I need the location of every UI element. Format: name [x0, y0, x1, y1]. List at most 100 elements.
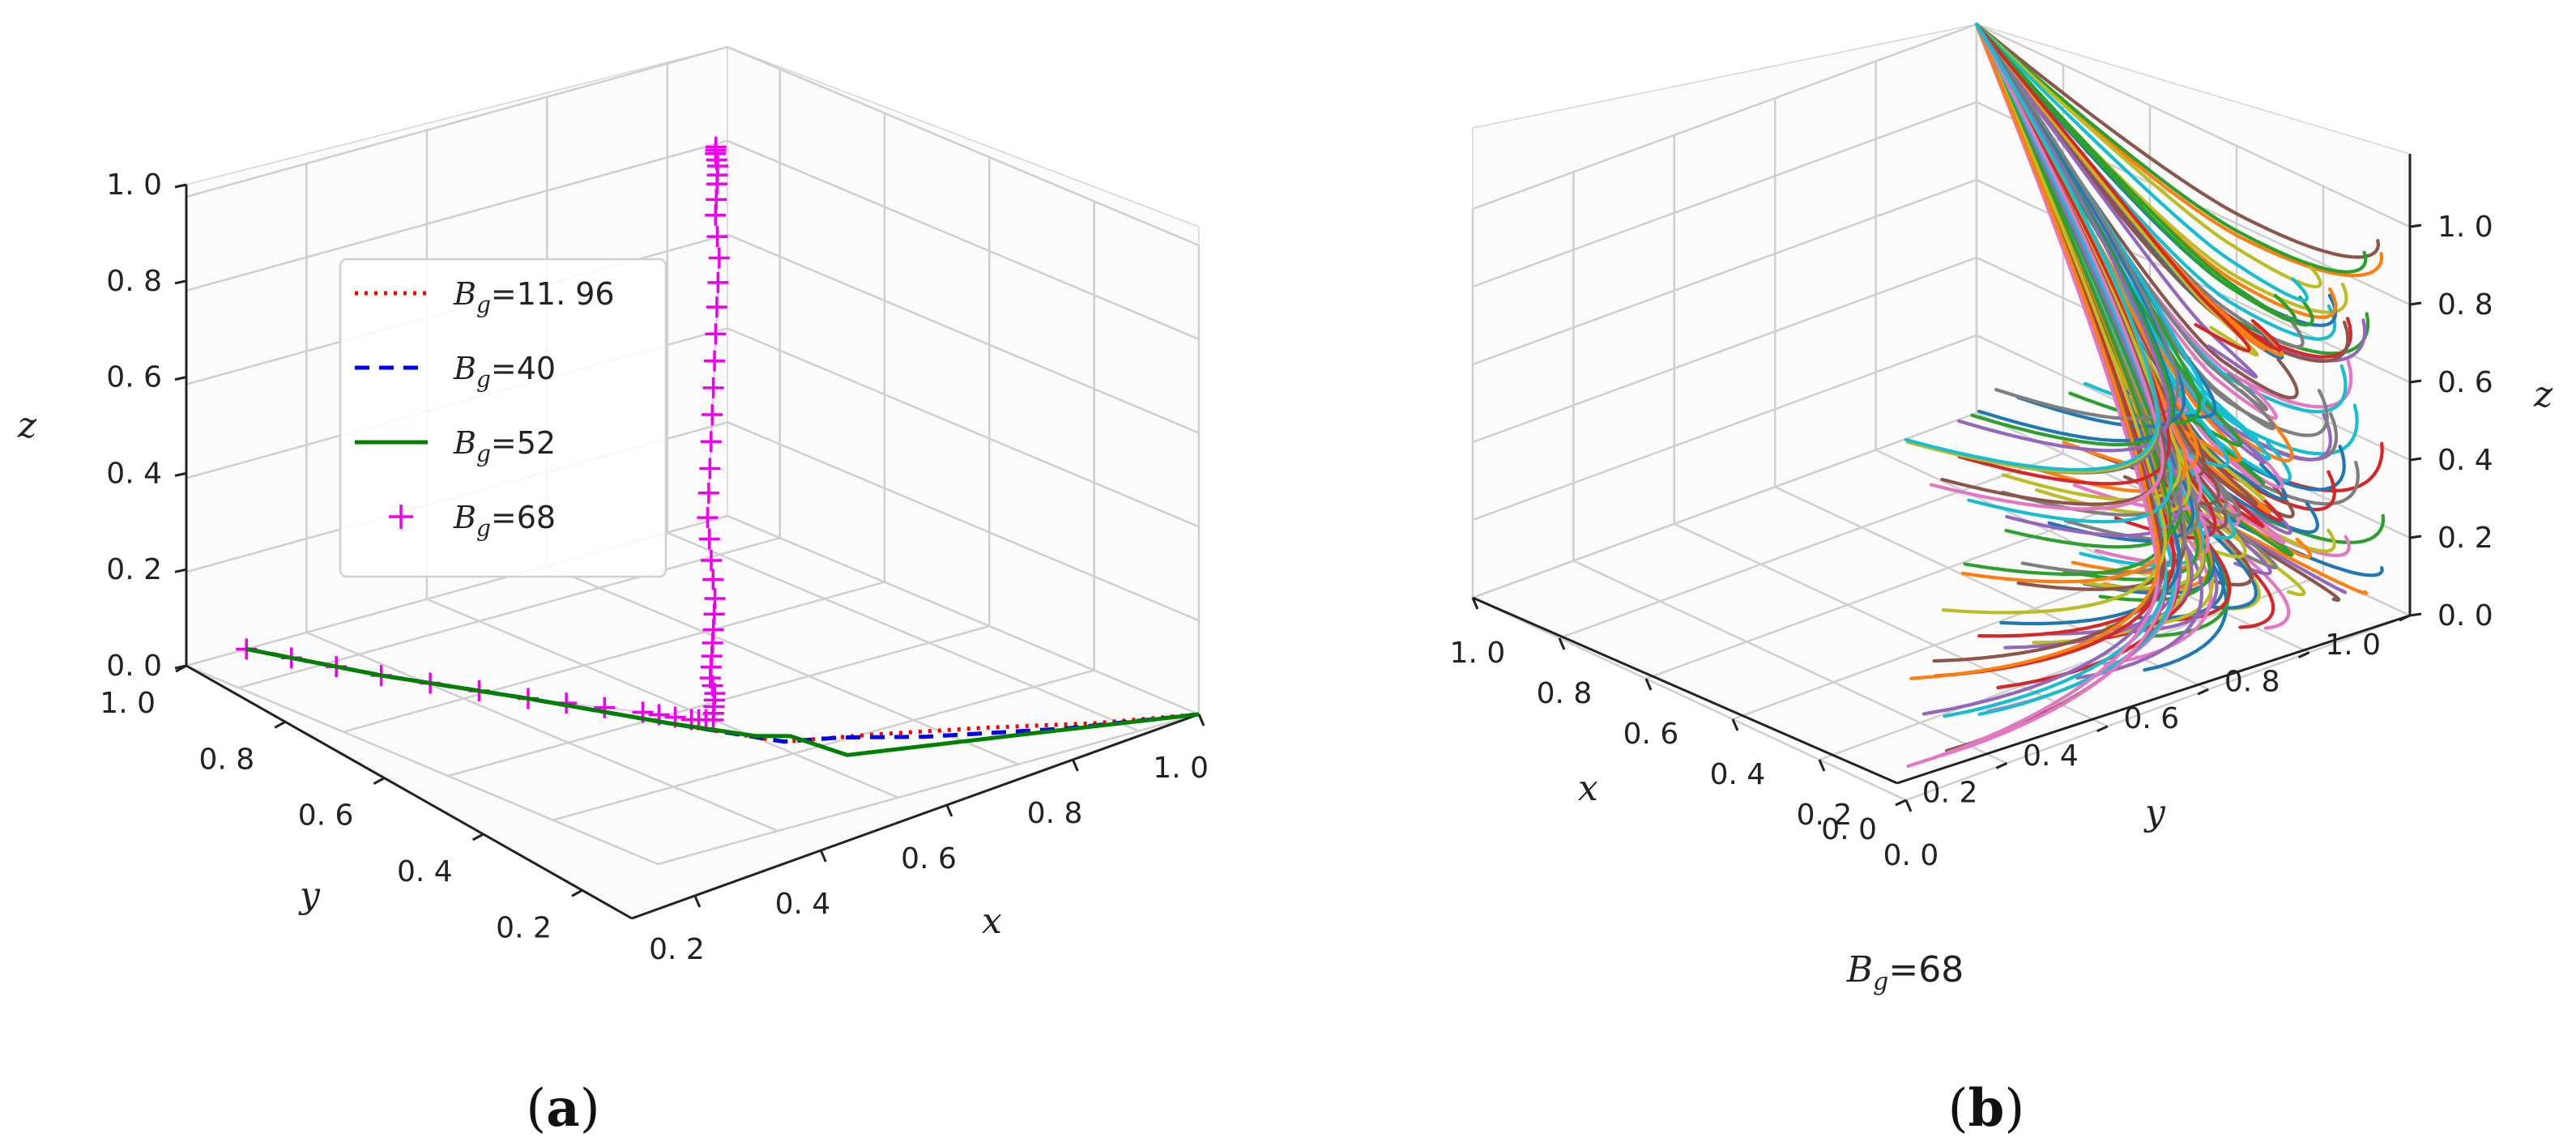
- panel-b-z-tick-label: 0. 2: [2437, 522, 2493, 555]
- panel-b-z-tick-mark: [2409, 457, 2422, 462]
- panel-a-caption: (a): [526, 1078, 599, 1139]
- panel-b-gridline-z: [1472, 178, 2411, 384]
- panel-b-trajectory: [1974, 22, 2180, 421]
- panel-b-y-tick-label: 0. 2: [1797, 799, 1853, 832]
- panel-a-marker-bg68: [702, 377, 724, 398]
- panel-a-y-axis: [186, 664, 633, 920]
- panel-a-marker-bg68: [706, 296, 727, 318]
- panel-a-z-tick-label: 0. 4: [106, 457, 162, 490]
- panel-b-z-tick-mark: [2409, 301, 2422, 306]
- panel-b-trajectory: [1929, 22, 2164, 511]
- panel-a-x-tick-label: 0. 4: [775, 888, 831, 921]
- panel-a-z-tick-mark: [174, 376, 187, 381]
- panel-a-marker-bg68: [706, 226, 728, 248]
- panel-a-x-tick-mark: [693, 895, 702, 908]
- panel-a-xlabel: x: [982, 901, 1002, 942]
- panel-b-y-tick-mark: [1644, 678, 1653, 691]
- panel-b-z-tick-label: 0. 0: [2437, 599, 2493, 633]
- panel-b-y-tick-mark: [1558, 637, 1566, 650]
- panel-b-zlabel: z: [2533, 374, 2553, 415]
- panel-b-trajectory: [1974, 22, 2243, 448]
- panel-b-z-tick-label: 0. 8: [2437, 288, 2493, 322]
- panel-a-marker-bg68: [708, 247, 730, 269]
- panel-b-x-tick-mark: [1895, 799, 1907, 807]
- panel-a-marker-bg68: [697, 482, 719, 504]
- panel-a-z-tick-mark: [174, 183, 187, 189]
- panel-b-z-tick-mark: [2409, 379, 2422, 384]
- panel-b-y-tick-mark: [1731, 718, 1739, 731]
- panel-b-x-tick-label: 0. 4: [2023, 739, 2079, 773]
- panel-a-y-tick-label: 0. 8: [199, 743, 255, 776]
- panel-a-x-tick-label: 1. 0: [1153, 752, 1209, 785]
- panel-a-marker-bg68: [702, 569, 724, 590]
- panel-a-x-axis: [631, 713, 1200, 920]
- panel-b-xlabel: x: [1578, 768, 1598, 809]
- panel-b-trajectory: [1974, 22, 2259, 357]
- panel-a-y-tick-label: 0. 4: [397, 855, 453, 888]
- panel-a-legend-label: Bg=40: [453, 351, 556, 393]
- panel-a-gridline-z: [186, 139, 1200, 340]
- panel-b-trajectory: [1909, 22, 2160, 680]
- panel-b-y-tick-label: 0. 4: [1710, 758, 1766, 791]
- panel-b-z-tick-mark: [2409, 612, 2422, 617]
- panel-a-series-line-bg52: [245, 646, 1200, 757]
- panel-b-trajectory: [1904, 22, 2160, 472]
- panel-a-series-line-bg40: [245, 646, 1200, 744]
- panel-a-marker-bg68: [699, 458, 721, 479]
- panel-a-ylabel: y: [298, 875, 321, 916]
- panel-a-marker-bg68: [697, 507, 719, 529]
- panel-b-z-tick-label: 0. 6: [2437, 366, 2493, 399]
- panel-a-legend-sample-bg68: [389, 505, 413, 529]
- panel-a-gridline-z: [186, 514, 1200, 716]
- panel-b-trajectory: [1957, 22, 2171, 453]
- panel-b-x-tick-label: 0. 0: [1821, 813, 1877, 846]
- panel-b-x-tick-label: 0. 8: [2224, 666, 2280, 699]
- panel-a-y-tick-label: 1. 0: [100, 687, 156, 720]
- panel-b-y-tick-mark: [1818, 759, 1826, 772]
- panel-b-x-tick-mark: [1995, 762, 2008, 769]
- panel-a-y-tick-mark: [471, 833, 484, 841]
- panel-a-z-tick-mark: [174, 279, 187, 285]
- panel-b-trajectory: [1967, 22, 2173, 524]
- panel-a-x-tick-mark: [1072, 759, 1079, 772]
- panel-a-x-tick-label: 0. 8: [1027, 797, 1083, 830]
- panel-b-trajectory: [1974, 22, 2251, 353]
- panel-a-marker-bg68: [707, 271, 729, 293]
- panel-b-y-tick-label: 1. 0: [1450, 637, 1506, 670]
- panel-a-legend: Bg=11. 96 Bg=40 Bg=52 Bg=68: [339, 258, 667, 578]
- panel-b-y-tick-mark: [1471, 597, 1479, 610]
- panel-b-trajectory: [1974, 22, 2176, 638]
- panel-b-trajectory: [1974, 22, 2258, 379]
- panel-b: 0. 00. 20. 40. 60. 81. 00. 00. 20. 40. 6…: [1450, 22, 2553, 1139]
- panel-b-x-tick-mark: [2297, 651, 2310, 658]
- panel-b-y-tick-mark: [1904, 799, 1913, 812]
- panel-a-y-tick-mark: [175, 664, 187, 673]
- panel-b-x-tick-label: 0. 2: [1922, 776, 1978, 809]
- panel-b-trajectory: [1974, 22, 2322, 289]
- panel-b-trajectory: [1974, 22, 2309, 302]
- panel-b-caption: (b): [1948, 1078, 2025, 1139]
- panel-a-legend-label: Bg=11. 96: [453, 276, 615, 318]
- panel-b-z-tick-label: 0. 4: [2437, 444, 2493, 477]
- panel-a-marker-bg68: [698, 528, 720, 550]
- panel-a-series: [236, 136, 1200, 757]
- panel-b-x-tick-label: 1. 0: [2325, 628, 2381, 662]
- panel-b-gridline-z: [1472, 100, 2411, 306]
- panel-b-trajectory: [1974, 22, 2297, 322]
- panel-a-y-tick-mark: [274, 721, 286, 729]
- panel-b-z-tick-mark: [2409, 535, 2422, 539]
- panel-b-x-tick-mark: [2197, 688, 2209, 696]
- panel-b-x-tick-label: 0. 6: [2123, 702, 2179, 735]
- panel-b-trajectory: [1957, 22, 2171, 486]
- panel-a: 0. 0 0. 2 0. 4 0. 6 0. 8 1. 0 0. 2 0. 4 0. 6 0. 8…: [17, 45, 1209, 1139]
- panel-b-ylabel: y: [2143, 792, 2166, 833]
- panel-a-z-tick-label: 0. 8: [106, 265, 162, 298]
- panel-a-x-tick-label: 0. 6: [901, 842, 957, 875]
- panel-a-y-tick-mark: [571, 889, 583, 897]
- panel-b-subtitle: Bg=68: [1846, 949, 1964, 996]
- panel-a-marker-bg68: [704, 350, 726, 372]
- panel-b-trajectory: [1906, 22, 2160, 769]
- panel-a-z-tick-label: 1. 0: [106, 168, 162, 202]
- panel-a-zlabel: z: [17, 405, 37, 446]
